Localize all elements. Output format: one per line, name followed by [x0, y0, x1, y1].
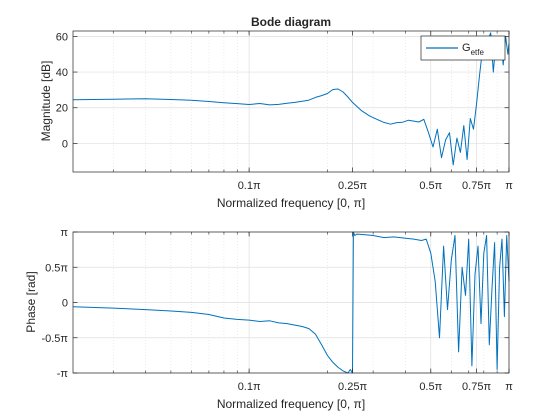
magnitude-x-tick-label: π [505, 180, 513, 192]
legend-entry-label: Getfe [462, 42, 484, 57]
phase-x-tick-label: π [505, 381, 513, 393]
phase-y-tick-label: π [60, 227, 68, 239]
phase-y-tick-label: -0.5π [41, 333, 68, 345]
magnitude-y-axis-label: Magnitude [dB] [39, 61, 53, 142]
magnitude-plot: 0.1π 0.25π 0.5π 0.75π π 0 20 40 60 Bode diagram… [39, 15, 513, 210]
magnitude-y-ticks: 0 20 40 60 [56, 31, 509, 150]
phase-x-tick-label: 0.75π [462, 381, 491, 393]
legend-entry-subscript: etfe [471, 48, 485, 57]
magnitude-x-tick-label: 0.1π [238, 180, 261, 192]
phase-x-ticks: 0.1π 0.25π 0.5π 0.75π π [112, 232, 513, 393]
phase-x-tick-label: 0.25π [338, 381, 367, 393]
phase-y-tick-label: 0.5π [45, 262, 68, 274]
magnitude-x-tick-label: 0.5π [419, 180, 442, 192]
magnitude-x-tick-label: 0.25π [338, 180, 367, 192]
phase-series [72, 231, 510, 374]
magnitude-x-axis-label: Normalized frequency [0, π] [217, 196, 365, 210]
magnitude-y-tick-label: 20 [56, 103, 68, 115]
phase-y-ticks: -π -0.5π 0 0.5π π [41, 227, 509, 380]
phase-x-tick-label: 0.1π [238, 381, 261, 393]
phase-y-tick-label: 0 [62, 298, 68, 310]
legend-entry-name: G [462, 42, 471, 54]
magnitude-x-tick-label: 0.75π [462, 180, 491, 192]
phase-x-tick-label: 0.5π [419, 381, 442, 393]
magnitude-y-tick-label: 60 [56, 31, 68, 43]
phase-plot: 0.1π 0.25π 0.5π 0.75π π -π -0.5π 0 0.5π π Normal… [24, 227, 513, 411]
magnitude-x-ticks: 0.1π 0.25π 0.5π 0.75π π [112, 31, 513, 192]
magnitude-y-tick-label: 0 [62, 138, 68, 150]
magnitude-y-tick-label: 40 [56, 67, 68, 79]
phase-series-line [72, 231, 510, 374]
magnitude-axes-box [72, 30, 510, 173]
phase-y-axis-label: Phase [rad] [24, 271, 38, 332]
chart-title: Bode diagram [251, 15, 331, 29]
phase-y-tick-label: -π [57, 368, 69, 380]
legend: Getfe [420, 35, 506, 61]
phase-x-axis-label: Normalized frequency [0, π] [217, 397, 365, 411]
